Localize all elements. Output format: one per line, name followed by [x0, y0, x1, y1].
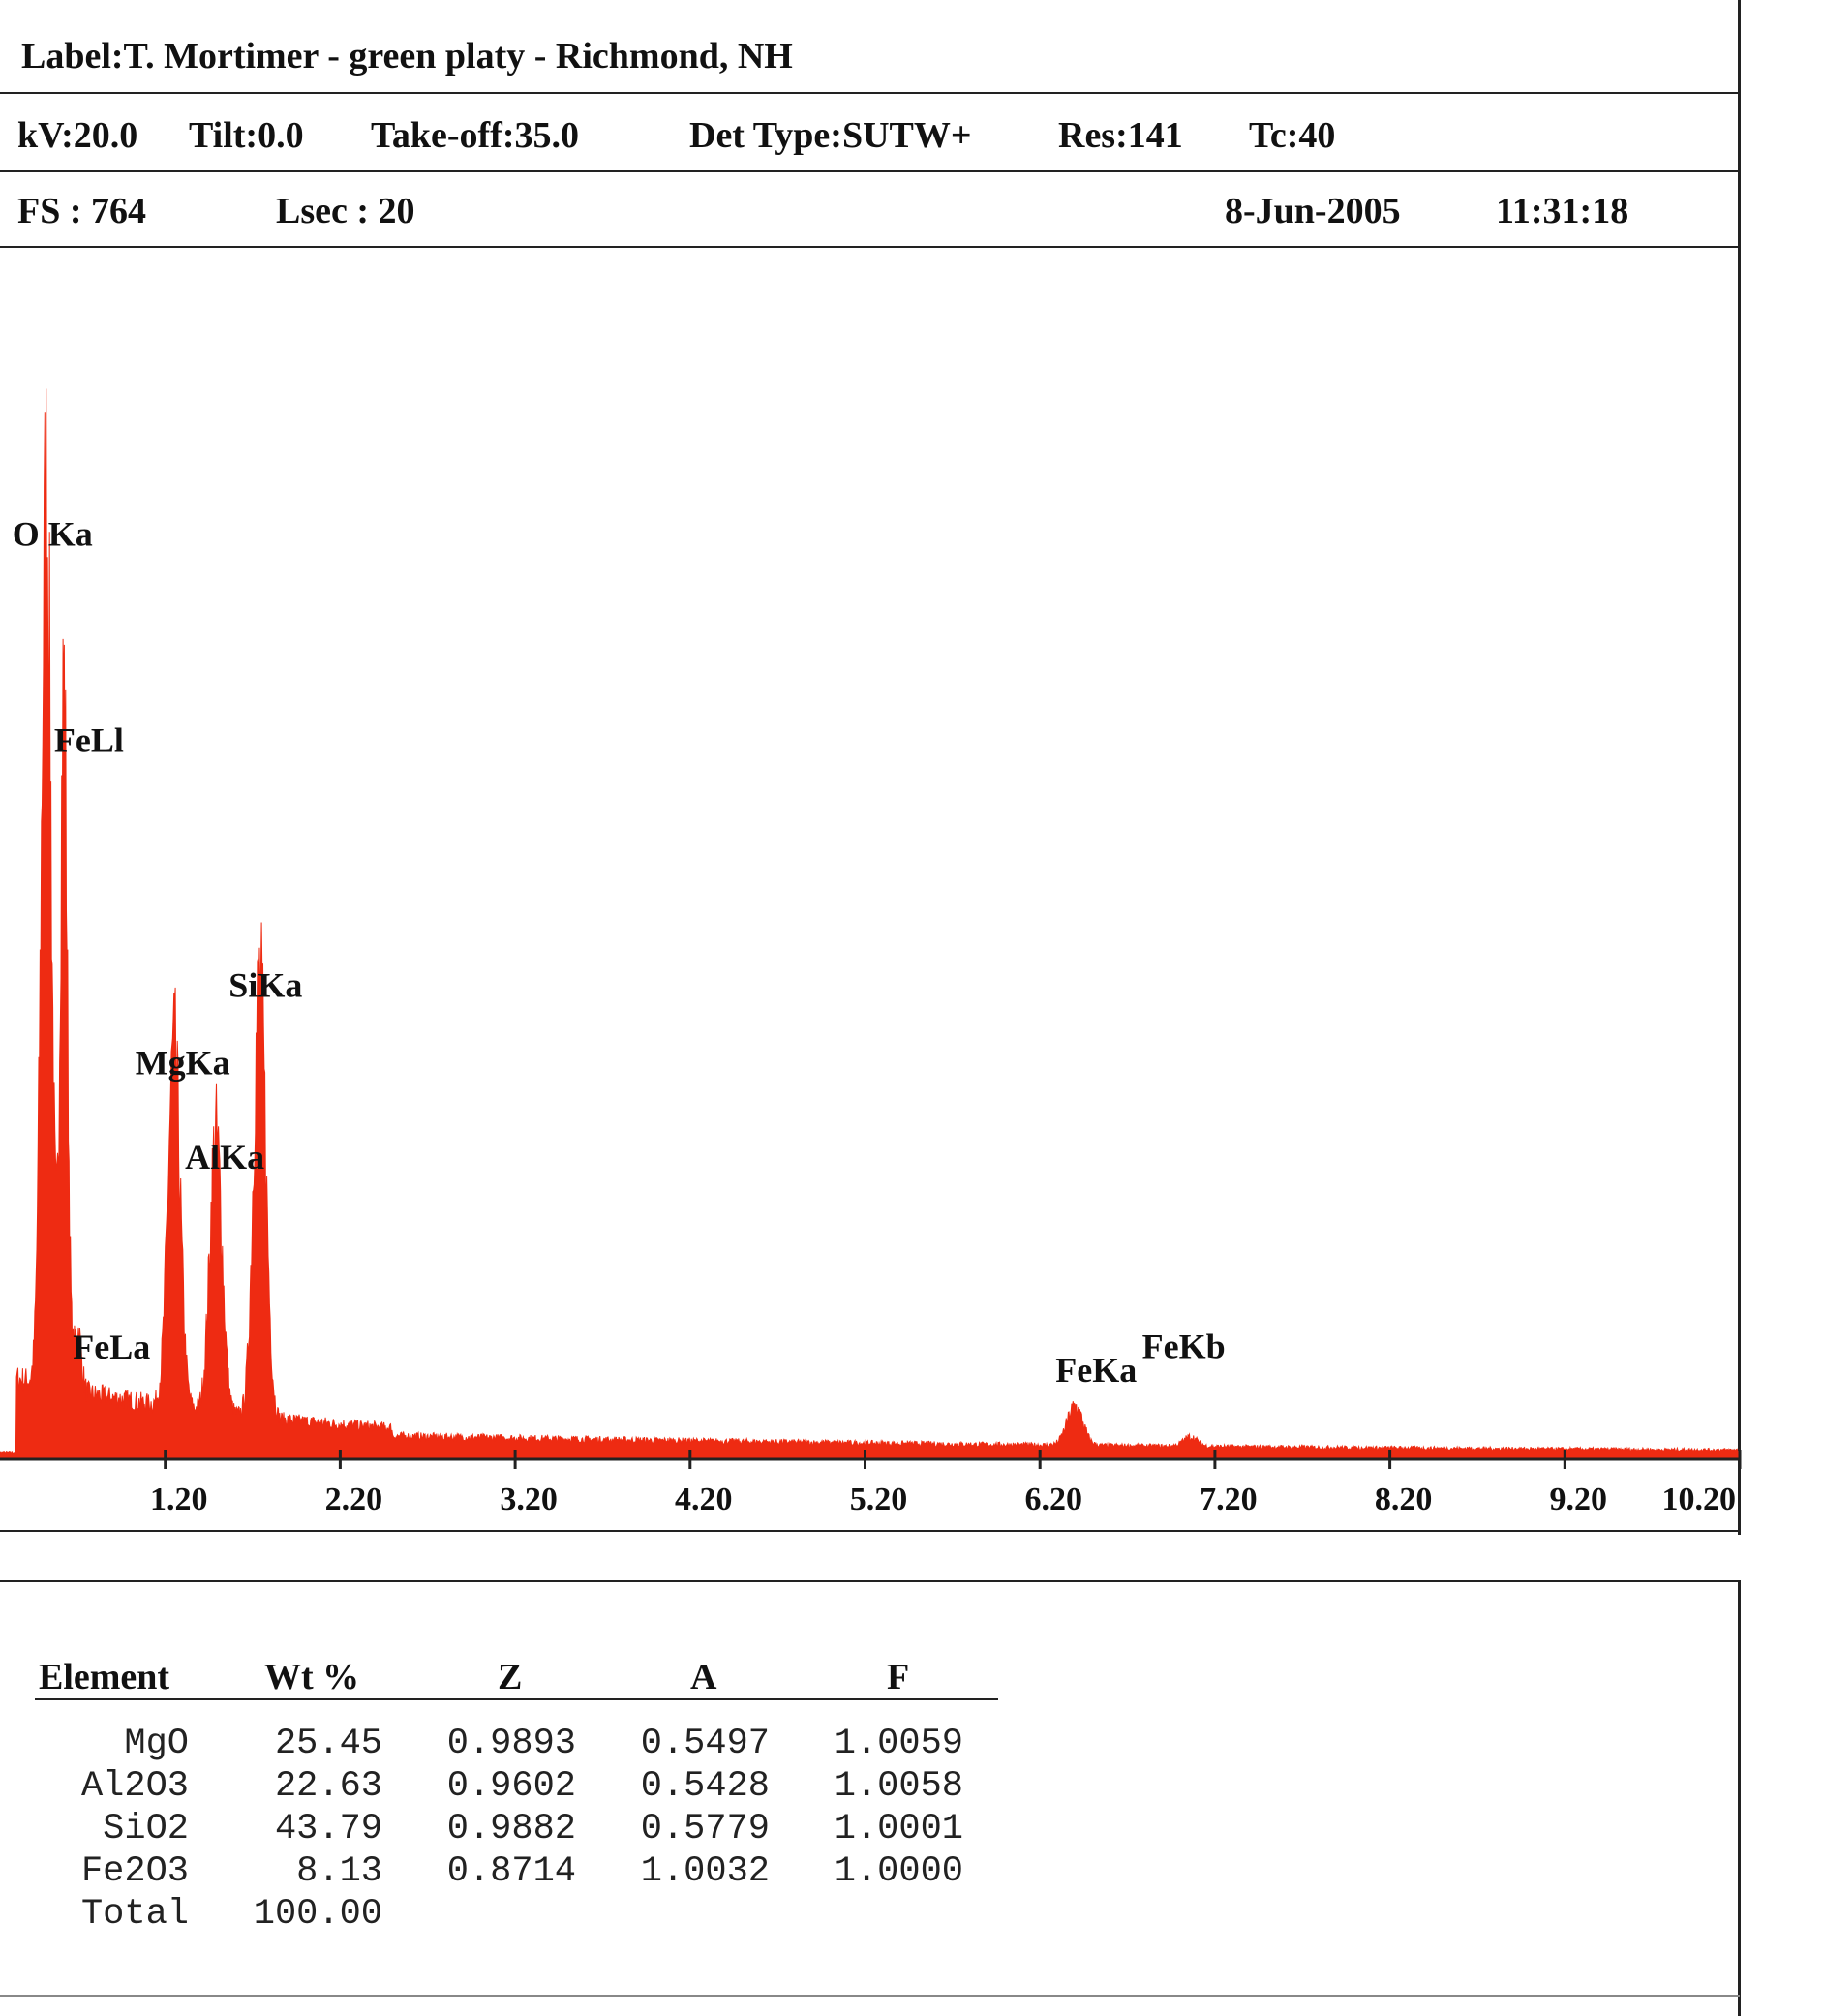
plot-bottom-line: [0, 1530, 1740, 1532]
header-line-3: [0, 246, 1740, 248]
wt-cell: 8.13: [296, 1851, 382, 1892]
x-tick-label: 1.20: [150, 1481, 208, 1517]
x-tick-label: 4.20: [675, 1481, 733, 1517]
x-tick-label: 7.20: [1200, 1481, 1258, 1517]
a-cell: 0.5497: [640, 1724, 770, 1764]
total-label: Total: [80, 1894, 189, 1935]
a-cell: 0.5779: [640, 1809, 770, 1849]
total-value: 100.00: [253, 1894, 382, 1935]
peak-label: FeKb: [1142, 1327, 1226, 1365]
col-header-z: Z: [498, 1657, 523, 1697]
z-cell: 0.9893: [446, 1724, 576, 1764]
col-header-a: A: [690, 1657, 717, 1697]
tc-value: Tc:40: [1249, 115, 1336, 156]
f-cell: 1.0059: [834, 1724, 963, 1764]
a-cell: 1.0032: [640, 1851, 770, 1892]
spectrum-area: [0, 388, 1741, 1460]
wt-cell: 43.79: [274, 1809, 382, 1849]
table-top-line: [0, 1580, 1740, 1582]
time-value: 11:31:18: [1496, 191, 1629, 231]
takeoff-value: Take-off:35.0: [371, 115, 579, 156]
header-line-2: [0, 170, 1740, 172]
element-cell: Al2O3: [80, 1766, 189, 1807]
z-cell: 0.9602: [446, 1766, 576, 1807]
date-value: 8-Jun-2005: [1225, 191, 1401, 231]
col-header-wt: Wt %: [264, 1657, 360, 1697]
peak-label: MgKa: [136, 1044, 230, 1083]
x-tick-label: 9.20: [1550, 1481, 1608, 1517]
fs-value: FS : 764: [17, 191, 146, 231]
peak-label: FeLl: [54, 720, 124, 759]
f-cell: 1.0000: [834, 1851, 963, 1892]
peak-label: FeKa: [1055, 1351, 1137, 1390]
kv-value: kV:20.0: [17, 115, 138, 156]
x-tick-label: 6.20: [1024, 1481, 1082, 1517]
f-cell: 1.0058: [834, 1766, 963, 1807]
lsec-value: Lsec : 20: [276, 191, 415, 231]
x-tick-label: 3.20: [500, 1481, 558, 1517]
x-tick-label: 2.20: [325, 1481, 383, 1517]
f-cell: 1.0001: [834, 1809, 963, 1849]
peak-label: AlKa: [185, 1138, 264, 1176]
det-type-value: Det Type:SUTW+: [689, 115, 972, 156]
table-bottom-line: [0, 1995, 1740, 1997]
col-header-element: Element: [39, 1657, 170, 1697]
z-cell: 0.8714: [446, 1851, 576, 1892]
eds-spectrum-chart: 1.20 2.20 3.20 4.20 5.20 6.20 7.20 8.20 9.20 10.2…: [0, 388, 1742, 1517]
x-tick-label: 5.20: [850, 1481, 908, 1517]
x-tick-label: 10.20: [1662, 1481, 1737, 1517]
sample-label: Label:T. Mortimer - green platy - Richmo…: [21, 36, 793, 76]
peak-label: SiKa: [228, 965, 302, 1004]
z-cell: 0.9882: [446, 1809, 576, 1849]
x-axis-ticks: 1.20 2.20 3.20 4.20 5.20 6.20 7.20 8.20 9.20 10.2…: [150, 1450, 1742, 1517]
element-cell: SiO2: [103, 1809, 189, 1849]
header-line-1: [0, 92, 1740, 94]
peak-label: FeLa: [73, 1328, 150, 1366]
wt-cell: 25.45: [274, 1724, 382, 1764]
a-cell: 0.5428: [640, 1766, 770, 1807]
element-cell: Fe2O3: [80, 1851, 189, 1892]
col-header-f: F: [887, 1657, 910, 1697]
right-border: [1738, 0, 1741, 1535]
x-tick-label: 8.20: [1375, 1481, 1433, 1517]
element-cell: MgO: [124, 1724, 189, 1764]
wt-cell: 22.63: [274, 1766, 382, 1807]
tilt-value: Tilt:0.0: [189, 115, 304, 156]
peak-label: O Ka: [13, 515, 93, 554]
res-value: Res:141: [1058, 115, 1183, 156]
table-right-border: [1738, 1580, 1741, 2016]
table-header-underline: [35, 1698, 998, 1700]
